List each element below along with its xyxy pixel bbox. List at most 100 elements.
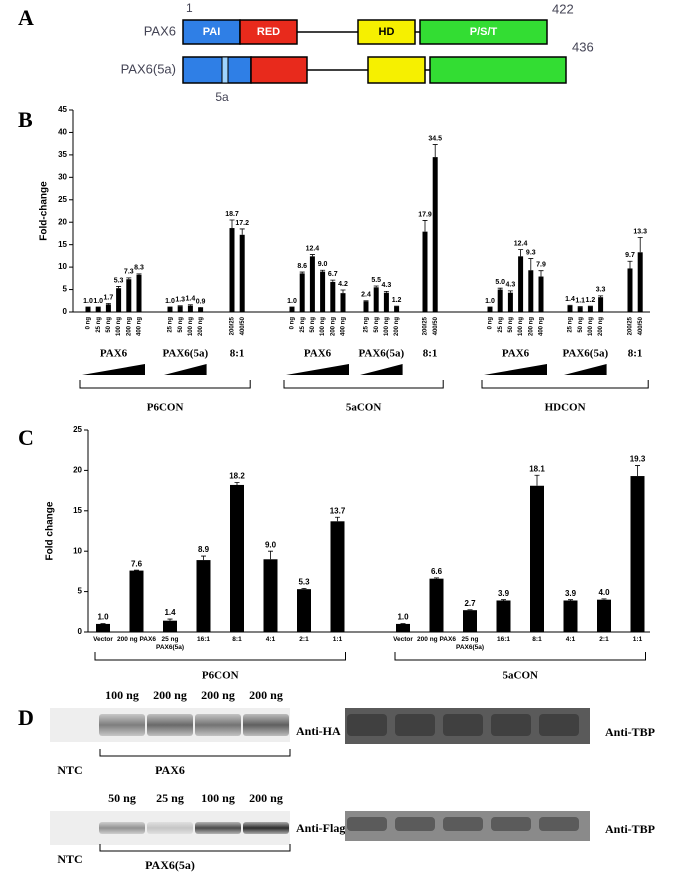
bar	[187, 305, 193, 312]
lane-label: 200 ng	[249, 688, 283, 702]
blot	[345, 811, 590, 841]
x-tick-label: 8:1	[532, 636, 542, 643]
error-bar	[434, 577, 439, 579]
error-bar	[507, 290, 513, 293]
group-label: P6CON	[202, 670, 239, 682]
error-bar	[105, 303, 111, 305]
loading-control-label: Anti-TBP	[605, 822, 655, 836]
value-label: 17.9	[418, 211, 432, 218]
error-bar	[301, 587, 307, 590]
x-tick-label-box: 2:1	[599, 636, 608, 643]
value-label: 1.3	[175, 297, 185, 304]
value-label: 7.3	[124, 269, 134, 276]
domain-label: PAI	[203, 26, 221, 38]
y-tick-label: 15	[73, 506, 82, 515]
bar	[627, 268, 633, 312]
domain-label: RED	[257, 26, 280, 38]
x-tick-label: 100 ng	[116, 317, 122, 336]
group-bracket	[283, 380, 444, 389]
value-label: 1.4	[164, 608, 176, 617]
value-label: 4.3	[506, 282, 516, 289]
x-tick-label: 2:1	[299, 636, 309, 643]
value-label: 12.4	[514, 240, 528, 247]
band	[347, 714, 387, 736]
panel-label: A	[18, 5, 34, 30]
lane-label: 100 ng	[201, 791, 235, 805]
x-tick-label: 0 ng	[290, 317, 296, 330]
antibody-label: Anti-Flag	[296, 821, 345, 835]
x-tick-label: Vector	[393, 636, 413, 643]
x-tick-label: 25 ng	[300, 317, 306, 333]
y-axis-label: Fold change	[45, 501, 56, 560]
x-tick-label-box: 2:1	[299, 636, 309, 643]
value-label: 3.3	[596, 287, 606, 294]
x-tick-label: 25 ng	[568, 317, 574, 333]
x-tick-label: 16:1	[496, 636, 510, 643]
x-tick-label-box: 25 ng PAX6(5a)	[156, 636, 184, 651]
value-label: 4.0	[598, 588, 610, 597]
value-label: 9.0	[265, 540, 277, 549]
band	[347, 817, 387, 831]
y-tick-label: 5	[78, 587, 83, 596]
value-label: 3.9	[565, 589, 577, 598]
subgroup-label: 8:1	[230, 348, 245, 360]
bar	[198, 307, 204, 312]
band	[99, 822, 145, 834]
bar	[330, 281, 336, 312]
bar	[577, 307, 583, 312]
error-bar	[229, 219, 235, 229]
band	[443, 817, 483, 831]
group-label: 5aCON	[346, 402, 382, 414]
error-bar	[528, 258, 534, 271]
lane-label: 200 ng	[249, 791, 283, 805]
error-bar	[116, 286, 122, 289]
bar	[177, 306, 183, 312]
y-tick-label: 45	[58, 105, 67, 114]
group-bracket	[481, 380, 649, 389]
dose-ramp	[564, 364, 607, 375]
error-bar	[126, 277, 132, 280]
value-label: 1.2	[586, 297, 596, 304]
bar	[373, 287, 379, 312]
band	[539, 817, 579, 831]
value-label: 18.7	[225, 211, 239, 218]
value-label: 1.0	[165, 298, 175, 305]
value-label: 9.7	[625, 252, 635, 259]
protein-end: 436	[572, 39, 594, 54]
value-label: 18.1	[529, 464, 545, 473]
protein-start: 1	[186, 1, 193, 15]
y-tick-label: 25	[73, 425, 82, 434]
subgroup-label: PAX6(5a)	[162, 348, 208, 360]
error-bar	[518, 249, 524, 257]
bar	[383, 292, 389, 312]
bar	[528, 270, 534, 312]
value-label: 13.3	[633, 228, 647, 235]
band	[147, 714, 193, 736]
bar	[507, 292, 513, 312]
value-label: 5.0	[495, 279, 505, 286]
error-bar	[635, 465, 640, 477]
bar	[95, 307, 101, 312]
value-label: 7.9	[536, 262, 546, 269]
value-label: 18.2	[229, 472, 245, 481]
x-tick-label: 4:1	[265, 636, 276, 643]
bar	[196, 560, 211, 632]
band	[491, 714, 531, 736]
protein-name: PAX6	[144, 23, 176, 38]
control-label: NTC	[57, 852, 82, 866]
x-tick-label: 400/50	[433, 316, 439, 335]
error-bar	[234, 482, 240, 485]
value-label: 8.3	[134, 265, 144, 272]
y-tick-label: 35	[58, 150, 67, 159]
domain	[250, 56, 308, 84]
value-label: 1.0	[93, 298, 103, 305]
value-label: 5.5	[371, 277, 381, 284]
value-label: 1.0	[397, 613, 409, 622]
error-bar	[201, 555, 206, 561]
error-bar	[538, 270, 544, 277]
bar	[96, 623, 110, 632]
bar	[396, 623, 410, 632]
value-label: 2.4	[361, 292, 371, 299]
insert	[221, 56, 229, 84]
